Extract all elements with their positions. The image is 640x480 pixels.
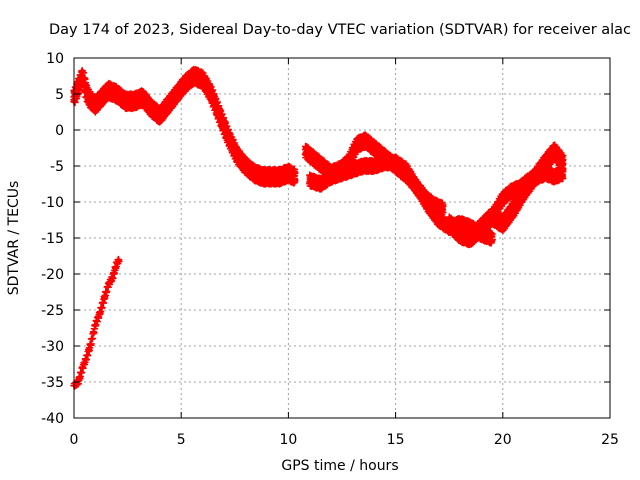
y-tick-label: -10 xyxy=(41,195,64,211)
x-axis-label: GPS time / hours xyxy=(281,458,398,474)
x-tick-label: 0 xyxy=(70,432,79,448)
y-tick-label: 10 xyxy=(46,51,64,67)
x-tick-labels: 0 5 10 15 20 25 xyxy=(70,432,619,448)
y-tick-label: -35 xyxy=(41,375,64,391)
y-tick-label: -5 xyxy=(50,159,64,175)
x-tick-label: 10 xyxy=(279,432,297,448)
chart-title: Day 174 of 2023, Sidereal Day-to-day VTE… xyxy=(49,22,631,38)
y-axis-label: SDTVAR / TECUs xyxy=(6,181,22,296)
series-arc-6 xyxy=(481,164,567,237)
point-markers xyxy=(481,164,567,229)
point-markers xyxy=(70,255,123,390)
series-arc-1 xyxy=(70,255,123,390)
y-tick-label: -25 xyxy=(41,303,64,319)
y-tick-label: 0 xyxy=(55,123,64,139)
x-tick-label: 5 xyxy=(177,432,186,448)
y-tick-label: -20 xyxy=(41,267,64,283)
y-tick-label: 5 xyxy=(55,87,64,103)
x-tick-label: 25 xyxy=(601,432,619,448)
y-tick-label: -40 xyxy=(41,411,64,427)
series-layer xyxy=(70,65,567,390)
x-tick-label: 20 xyxy=(494,432,512,448)
x-tick-label: 15 xyxy=(387,432,405,448)
axis-ticks xyxy=(73,57,611,419)
y-tick-label: -30 xyxy=(41,339,64,355)
point-markers xyxy=(70,65,299,177)
y-tick-label: -15 xyxy=(41,231,64,247)
series-arc-2 xyxy=(70,65,299,188)
y-tick-labels: 10 5 0 -5 -10 -15 -20 -25 -30 -35 -40 xyxy=(41,51,64,427)
